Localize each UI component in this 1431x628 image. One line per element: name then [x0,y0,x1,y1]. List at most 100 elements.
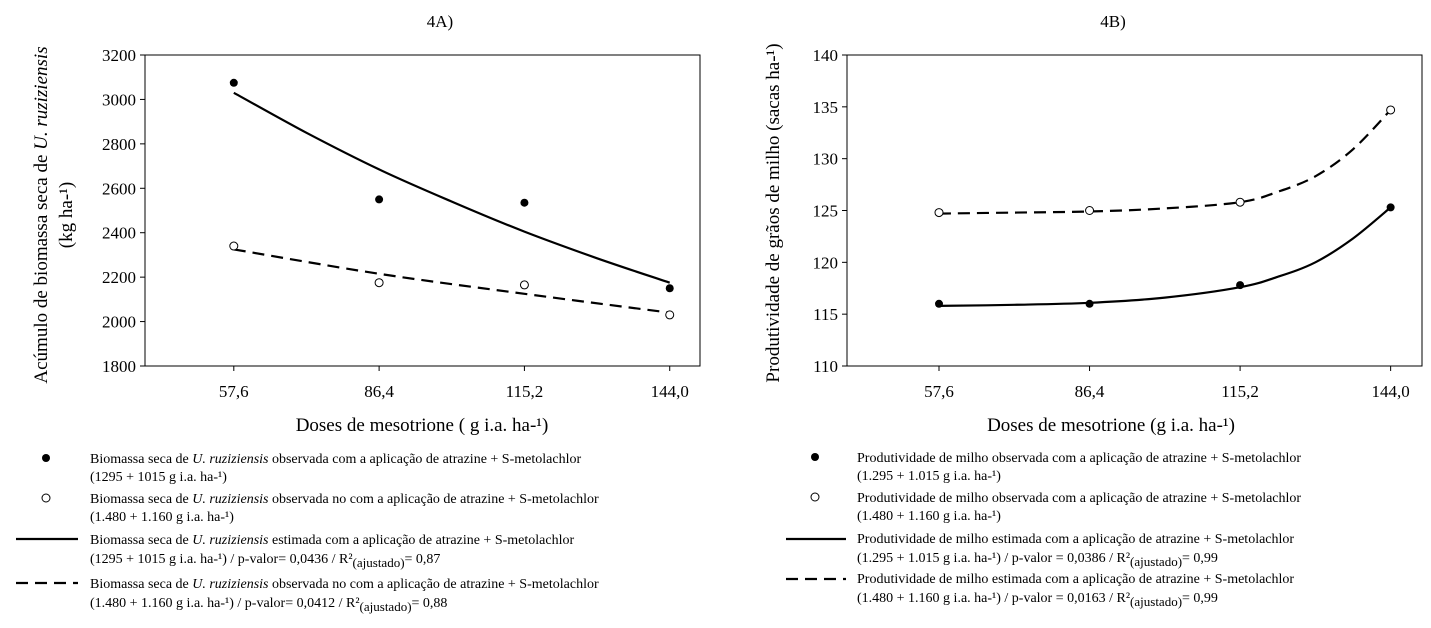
legend-text-italic: U. ruziziensis [192,492,269,507]
legend-entry-2: Produtividade de milho observada com a a… [857,491,1301,506]
x-tick-label: 115,2 [506,382,544,401]
data-point-open [1386,105,1396,115]
legend-text: (1.295 + 1.015 g i.a. ha-¹) / p-valor = … [857,551,1130,566]
legend-text: Biomassa seca de [90,452,192,467]
legend-text: observada no com a aplicação de atrazine… [268,492,598,507]
data-point-open [519,280,529,290]
y-tick-label: 2400 [102,224,136,243]
fit-line-dashed [938,109,1392,215]
y-tick-label: 3200 [102,46,136,65]
chart-title: 4B) [1100,12,1126,31]
legend-entry-1-line2: (1.295 + 1.015 g i.a. ha-¹) [857,469,1001,484]
legend-entry-2: Biomassa seca de U. ruziziensis observad… [90,492,599,507]
y-axis-label-italic: U. ruziziensis [31,46,52,149]
y-tick-label: 2200 [102,268,136,287]
legend-text-subscript: (ajustado) [353,555,405,570]
y-axis-unit-label: (kg ha-¹) [56,182,77,248]
legend-text: Biomassa seca de [90,533,192,548]
legend-4a: Biomassa seca de U. ruziziensis observad… [16,452,599,614]
fit-line-dashed [233,248,670,314]
data-point-filled [375,195,384,204]
legend-entry-4: Biomassa seca de U. ruziziensis observad… [90,577,599,592]
y-tick-label: 2600 [102,179,136,198]
data-point-filled [1236,281,1245,290]
data-point-filled [520,198,529,207]
legend-text-italic: U. ruziziensis [192,452,269,467]
y-axis-label-plain: Acúmulo de biomassa seca de [31,150,52,384]
x-tick-label: 144,0 [1372,382,1410,401]
legend-text-subscript: (ajustado) [360,599,412,614]
y-axis-label: Acúmulo de biomassa seca de U. ruziziens… [31,46,52,383]
data-point-open [665,310,675,320]
x-tick-label: 57,6 [924,382,954,401]
legend-marker-filled [42,454,50,462]
legend-text: (1295 + 1015 g i.a. ha-¹) / p-valor= 0,0… [90,552,353,567]
data-point-filled [1085,299,1094,308]
legend-marker-filled [811,453,819,461]
legend-text: = 0,88 [412,596,448,611]
legend-entry-1-line2: (1295 + 1015 g i.a. ha-¹) [90,470,227,485]
legend-marker-open [810,492,820,502]
y-tick-label: 135 [813,98,839,117]
data-point-open [1235,197,1245,207]
y-tick-label: 3000 [102,90,136,109]
fit-line-solid [233,91,671,284]
chart-title: 4A) [427,12,453,31]
y-tick-label: 115 [813,305,838,324]
y-axis: 1800 2000 2200 2400 2600 2800 3000 3200 [102,46,145,376]
legend-marker-open [41,493,51,503]
y-tick-label: 1800 [102,357,136,376]
data-point-filled [1386,203,1395,212]
legend-4b: Produtividade de milho observada com a a… [786,451,1301,609]
legend-entry-4: Produtividade de milho estimada com a ap… [857,572,1294,587]
data-point-open [934,208,944,218]
chart-4b: 4B) 110 115 120 125 130 135 140 57,6 86,4 115,2 1… [763,12,1423,436]
data-point-filled [935,299,943,308]
fit-line-solid [938,206,1392,307]
legend-text: Biomassa seca de [90,577,192,592]
chart-4a: 4A) 1800 2000 2200 2400 2600 2800 3000 3200 57,… [31,12,701,436]
legend-entry-2-line2: (1.480 + 1.160 g i.a. ha-¹) [90,510,234,525]
legend-entry-1: Produtividade de milho observada com a a… [857,451,1301,466]
y-tick-label: 2800 [102,135,136,154]
data-point-filled [229,78,238,87]
legend-text: = 0,99 [1182,591,1218,606]
y-tick-label: 120 [813,253,839,272]
series-group [229,78,675,320]
legend-entry-4-line2: (1.480 + 1.160 g i.a. ha-¹) / p-valor = … [857,591,1218,609]
legend-text-italic: U. ruziziensis [192,533,269,548]
y-tick-label: 2000 [102,313,136,332]
legend-entry-1: Biomassa seca de U. ruziziensis observad… [90,452,581,467]
y-tick-label: 140 [813,46,839,65]
y-tick-label: 110 [813,357,838,376]
x-tick-label: 86,4 [1075,382,1105,401]
legend-text: estimada com a aplicação de atrazine + S… [268,533,574,548]
plot-frame [144,54,701,367]
legend-text-subscript: (ajustado) [1130,554,1182,569]
legend-entry-4-line2: (1.480 + 1.160 g i.a. ha-¹) / p-valor= 0… [90,596,447,614]
legend-text: = 0,99 [1182,551,1218,566]
legend-text-subscript: (ajustado) [1130,594,1182,609]
y-tick-label: 130 [813,150,839,169]
x-axis-label: Doses de mesotrione ( g i.a. ha-¹) [296,415,549,436]
data-point-filled [665,284,674,293]
legend-entry-3-line2: (1295 + 1015 g i.a. ha-¹) / p-valor= 0,0… [90,552,440,570]
series-group [934,105,1396,308]
x-tick-label: 86,4 [364,382,394,401]
x-axis: 57,6 86,4 115,2 144,0 [924,366,1410,401]
y-axis: 110 115 120 125 130 135 140 [813,46,847,376]
x-tick-label: 144,0 [651,382,689,401]
x-axis-label: Doses de mesotrione (g i.a. ha-¹) [987,415,1235,436]
legend-text: (1.480 + 1.160 g i.a. ha-¹) / p-valor = … [857,591,1130,606]
legend-entry-3: Produtividade de milho estimada com a ap… [857,532,1294,547]
data-point-open [229,241,239,251]
x-tick-label: 115,2 [1221,382,1259,401]
data-point-open [374,278,384,288]
legend-text: (1.480 + 1.160 g i.a. ha-¹) / p-valor= 0… [90,596,360,611]
legend-entry-3: Biomassa seca de U. ruziziensis estimada… [90,533,574,548]
legend-text: = 0,87 [405,552,441,567]
y-tick-label: 125 [813,202,839,221]
x-axis: 57,6 86,4 115,2 144,0 [219,366,689,401]
legend-text-italic: U. ruziziensis [192,577,269,592]
